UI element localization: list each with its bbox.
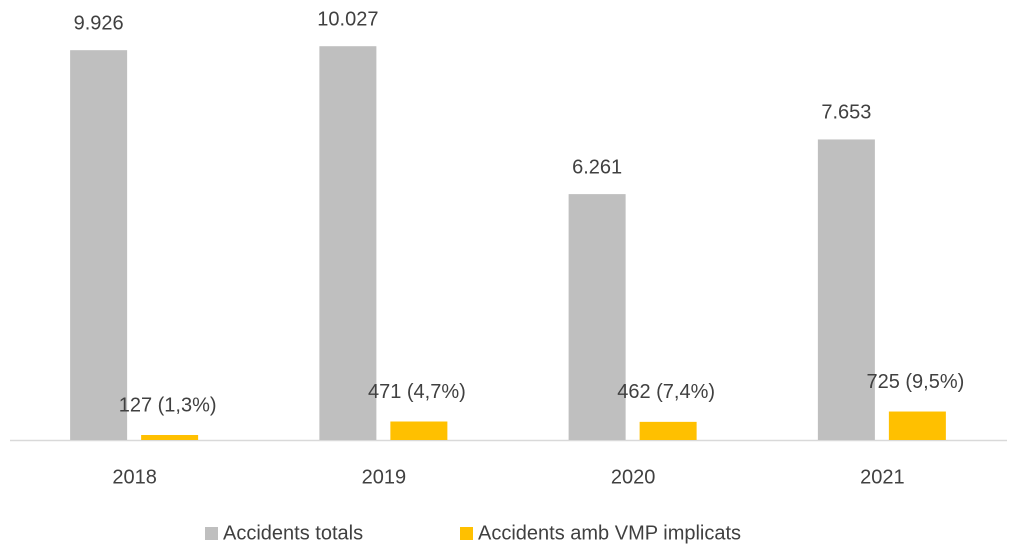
data-label: 725 (9,5%) bbox=[866, 371, 964, 393]
bar bbox=[639, 421, 697, 440]
bar bbox=[817, 139, 875, 441]
bar bbox=[70, 50, 128, 441]
x-tick-label: 2021 bbox=[860, 466, 905, 488]
bar bbox=[888, 411, 946, 440]
data-label: 10.027 bbox=[317, 8, 378, 30]
legend-label: Accidents totals bbox=[223, 522, 363, 544]
bar bbox=[568, 194, 626, 440]
data-label: 7.653 bbox=[821, 102, 871, 124]
bar bbox=[390, 421, 448, 440]
data-label: 6.261 bbox=[572, 156, 622, 178]
bar bbox=[141, 435, 199, 440]
data-label: 127 (1,3%) bbox=[119, 394, 217, 416]
x-tick-label: 2020 bbox=[611, 466, 656, 488]
bar bbox=[319, 46, 377, 440]
legend-label: Accidents amb VMP implicats bbox=[478, 522, 741, 544]
legend-swatch bbox=[460, 527, 473, 540]
legend-swatch bbox=[205, 527, 218, 540]
data-label: 462 (7,4%) bbox=[617, 381, 715, 403]
data-label: 471 (4,7%) bbox=[368, 381, 466, 403]
x-tick-label: 2019 bbox=[362, 466, 407, 488]
data-label: 9.926 bbox=[74, 12, 124, 34]
x-tick-label: 2018 bbox=[112, 466, 157, 488]
